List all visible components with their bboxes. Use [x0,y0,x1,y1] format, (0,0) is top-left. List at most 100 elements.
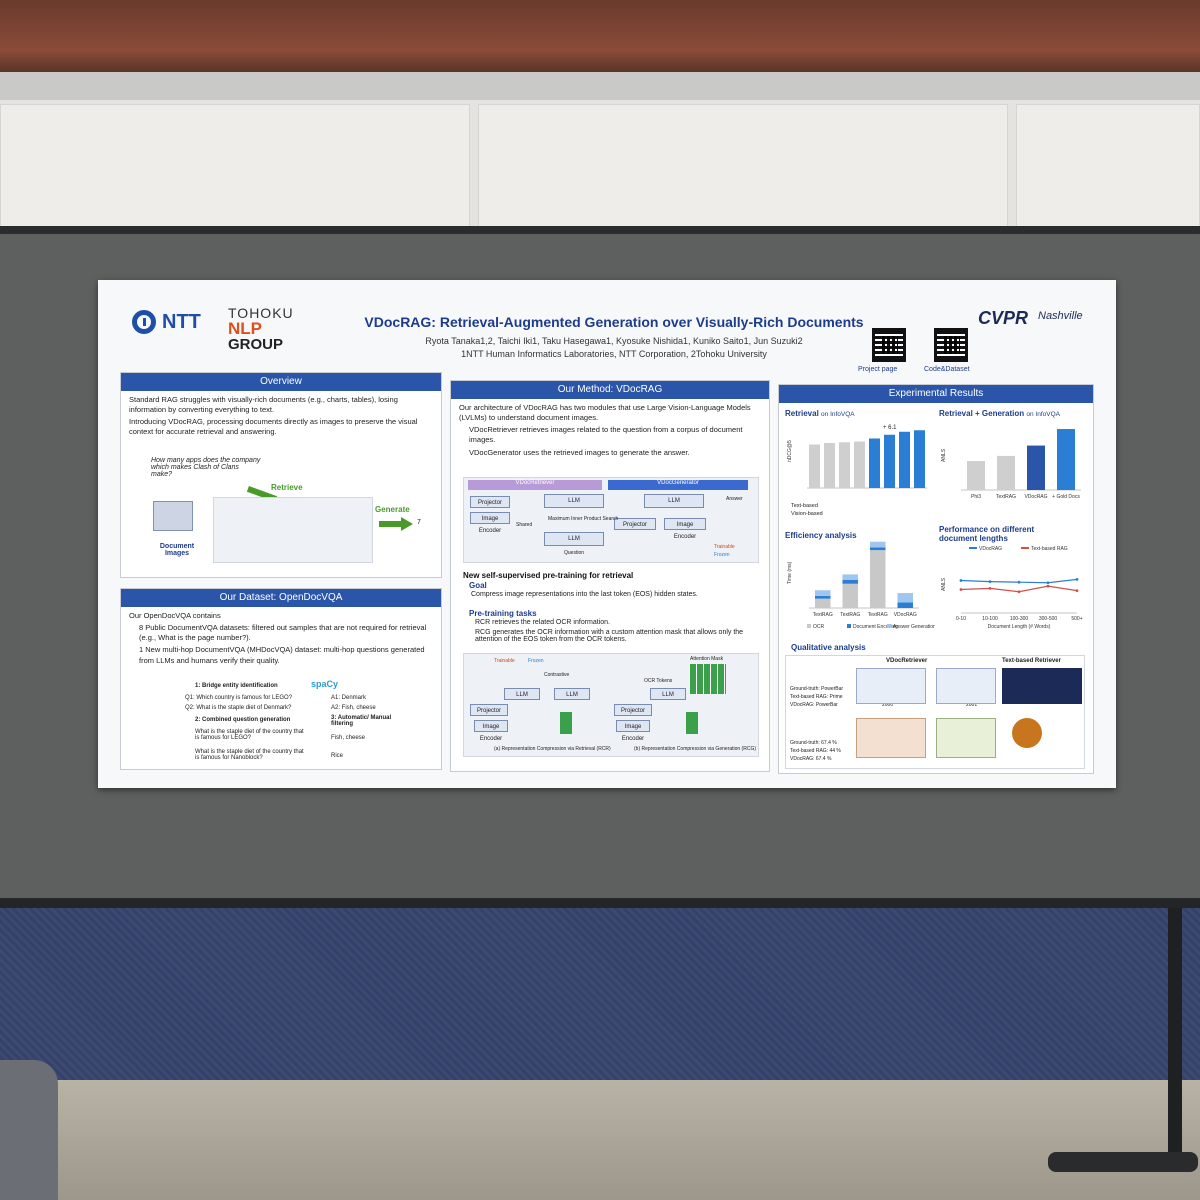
encoder-box: Image Encoder [470,512,510,534]
eff-tick-label: TextRAG [868,612,888,618]
poster-affiliation: 1NTT Human Informatics Laboratories, NTT… [461,349,767,359]
len-point [1046,581,1050,585]
tohoku-logo-line3: GROUP [228,336,284,353]
generator-bar: VDocGenerator [608,480,748,490]
dataset-text: Our OpenDocVQA contains 8 Public Documen… [121,607,441,672]
dataset-item-1: 8 Public DocumentVQA datasets: filtered … [139,623,427,643]
eff-bar-segment [842,580,858,584]
q1-text: Q1: Which country is famous for LEGO? [185,695,293,701]
rg-ylabel: ANLS [941,448,947,462]
efficiency-bar-chart: Time (ms) TextRAG TextRAG TextRAG VDocRAG OCR… [787,541,935,630]
pretrain-frozen-label: Frozen [528,658,544,664]
method-header: Our Method: VDocRAG [451,381,769,399]
len-tick-label: 100-300 [1010,616,1029,622]
rg-tick-label: + Gold Docs [1052,494,1080,500]
eff-bar-segment [842,583,858,608]
rg-subtitle: on InfoVQA [1026,411,1060,418]
method-p2: VDocRetriever retrieves images related t… [469,425,743,445]
step3-label: 3: Automatic/ Manual filtering [331,715,392,727]
qual-t-2: Text-based RAG: 44 % [790,748,841,754]
pretrain-header: New self-supervised pre-training for ret… [463,571,634,580]
rcg-text: RCG generates the OCR information with a… [475,629,744,643]
a1-text: A1: Denmark [331,695,367,701]
tasks-header: Pre-training tasks [469,609,537,618]
mips-label: Maximum Inner Product Search [548,516,619,522]
overview-bullet-2: Introducing VDocRAG, processing document… [129,417,418,437]
len-legend-label: Text-based RAG [1031,546,1068,552]
eff-bar-segment [815,595,831,599]
pretraining-figure: Trainable Frozen Contrastive Attention M… [463,653,759,757]
contrastive-label: Contrastive [544,672,570,678]
eff-bar-segment [870,541,886,548]
qual-text-label: Text-based Retriever [1002,658,1061,664]
overview-question: How many apps does the company which mak… [151,457,261,478]
retrieval-bar [809,444,820,488]
cvpr-logo-sub: Nashville [1038,310,1083,322]
dataset-header: Our Dataset: OpenDocVQA [121,589,441,607]
combined-answer-1: Fish, cheese [331,735,366,741]
rg-bar [1057,429,1075,490]
frozen-label: Frozen [714,552,730,558]
overview-panel: Overview Standard RAG struggles with vis… [120,372,442,578]
eff-bar-segment [815,590,831,596]
gen-projector-box: Projector [614,518,656,530]
wall-panel [0,104,470,228]
len-point [1017,590,1021,594]
ntt-logo-text: NTT [162,310,201,333]
retrieval-bar [899,431,910,488]
document-stack-icon [153,501,193,531]
rg-bar-chart: ANLS Phi3 TextRAG VDocRAG + Gold Docs [941,429,1081,500]
rg-bar [997,455,1015,490]
rcr-text: RCR retrieves the related OCR informatio… [475,619,610,626]
eff-legend-swatch [807,624,811,628]
ntt-logo: NTT [132,310,201,334]
retrieval-bar [854,441,865,488]
dataset-intro: Our OpenDocVQA contains [129,611,221,620]
len-tick-label: 500+ [1071,616,1082,622]
poster: NTT TOHOKU NLP GROUP VDocRAG: Retrieval-… [98,280,1116,788]
len-legend-swatch [969,547,977,549]
rcr-caption: (a) Representation Compression via Retri… [494,746,611,752]
retrieval-chart-title: Retrieval on InfoVQA [785,409,935,418]
len-point [1046,584,1050,588]
eff-tick-label: TextRAG [840,612,860,618]
retrieval-bar [869,438,880,488]
qual-t-1: Text-based RAG: Prime [790,694,843,700]
overview-bullet-1: Standard RAG struggles with visually-ric… [129,395,398,415]
eff-legend-swatch [887,624,891,628]
results-panel: Experimental Results Retrieval on InfoVQ… [778,384,1094,774]
length-chart: Performance on different document length… [939,525,1089,641]
len-legend-swatch [1021,547,1029,549]
eff-bar-segment [870,550,886,608]
q2-text: Q2: What is the staple diet of Denmark? [185,705,292,711]
len-point [959,588,963,591]
goal-header: Goal [469,581,487,590]
qual-doc-thumb [936,718,996,758]
eff-ylabel: Time (ms) [787,561,793,584]
gen-encoder-box: Image Encoder [664,518,706,540]
qr-code-label: Code&Dataset [924,366,970,373]
qual-doc-thumb [856,668,926,704]
len-point [1017,580,1021,584]
retrieval-generation-chart: Retrieval + Generation on InfoVQA ANLS Ph… [939,409,1089,519]
qual-gt-1: Ground-truth: PowerBar [790,686,844,692]
attention-mask-grid [690,664,726,694]
generate-arrowhead-icon [401,517,413,531]
len-point [988,580,992,584]
qr-project-label: Project page [858,366,898,373]
attention-mask-label: Attention Mask [690,656,724,662]
dataset-panel: Our Dataset: OpenDocVQA Our OpenDocVQA c… [120,588,442,770]
qualitative-figure: VDocRetriever Text-based Retriever Groun… [785,655,1085,769]
retrieval-bar [839,442,850,488]
poster-title: VDocRAG: Retrieval-Augmented Generation … [364,314,864,330]
length-chart-title: Performance on different document length… [939,525,1035,543]
rcg-encoder-box: Image Encoder [616,720,650,742]
cvpr-logo-text: CVPR [978,308,1029,328]
len-point [988,586,992,590]
eff-bar-segment [815,598,831,608]
len-xlabel: Document Length (# Words) [988,624,1051,630]
rcr-projector-box: Projector [470,704,508,716]
rcg-bars [686,712,716,734]
results-header: Experimental Results [779,385,1093,403]
architecture-figure: VDocRetriever VDocGenerator LLM LLM LLM … [463,477,759,563]
